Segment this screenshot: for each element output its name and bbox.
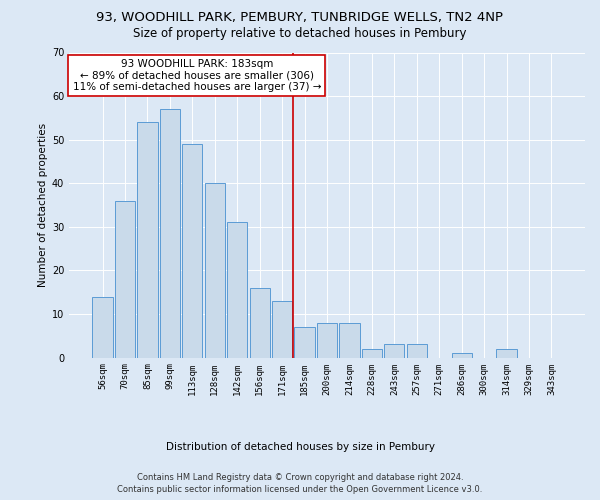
Bar <box>452 353 472 358</box>
Bar <box>362 349 382 358</box>
Bar <box>496 349 517 358</box>
Bar <box>92 296 113 358</box>
Bar <box>182 144 202 358</box>
Bar <box>137 122 158 358</box>
Bar <box>115 200 135 358</box>
Text: Distribution of detached houses by size in Pembury: Distribution of detached houses by size … <box>166 442 434 452</box>
Bar <box>272 301 292 358</box>
Bar <box>340 322 359 358</box>
Bar <box>205 183 225 358</box>
Bar <box>160 109 180 358</box>
Text: Size of property relative to detached houses in Pembury: Size of property relative to detached ho… <box>133 27 467 40</box>
Text: 93 WOODHILL PARK: 183sqm
← 89% of detached houses are smaller (306)
11% of semi-: 93 WOODHILL PARK: 183sqm ← 89% of detach… <box>73 59 321 92</box>
Bar <box>317 322 337 358</box>
Bar <box>407 344 427 358</box>
Bar <box>295 327 314 358</box>
Text: Contains HM Land Registry data © Crown copyright and database right 2024.
Contai: Contains HM Land Registry data © Crown c… <box>118 473 482 494</box>
Y-axis label: Number of detached properties: Number of detached properties <box>38 123 47 287</box>
Bar <box>384 344 404 358</box>
Bar <box>250 288 270 358</box>
Text: 93, WOODHILL PARK, PEMBURY, TUNBRIDGE WELLS, TN2 4NP: 93, WOODHILL PARK, PEMBURY, TUNBRIDGE WE… <box>97 11 503 24</box>
Bar <box>227 222 247 358</box>
